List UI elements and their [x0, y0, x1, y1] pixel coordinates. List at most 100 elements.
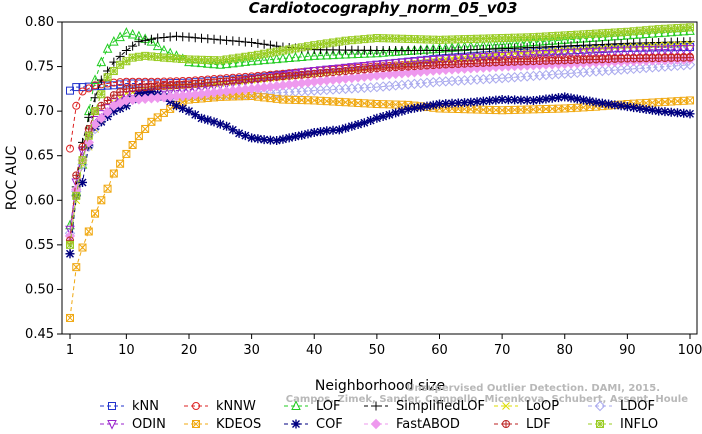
legend-label-simplifiedlof: SimplifiedLOF [396, 399, 485, 414]
legend-item-kdeos: KDEOS [184, 417, 261, 432]
data-point-simplifiedlof [234, 36, 244, 46]
data-point-odin [628, 46, 639, 56]
data-point-cof [453, 98, 463, 108]
data-point-inflo [272, 47, 281, 56]
data-point-inflo [141, 51, 150, 60]
data-point-fastabod [83, 137, 94, 148]
data-point-cof [585, 96, 595, 106]
data-point-simplifiedlof [134, 37, 144, 47]
data-point-cof [597, 98, 607, 108]
data-point-inflo [297, 43, 306, 52]
data-point-inflo [103, 73, 112, 82]
data-point-cof [353, 120, 363, 130]
legend-marker-odin [107, 420, 117, 430]
data-point-kdeos [91, 209, 100, 218]
data-point-cof [215, 119, 225, 129]
legend-label-lof: LOF [316, 399, 341, 414]
legend-marker-knnw [192, 402, 200, 410]
data-point-odin [647, 45, 658, 56]
data-point-cof [184, 106, 194, 116]
data-point-lof [353, 48, 363, 59]
legend-item-cof: COF [284, 417, 343, 432]
data-point-cof [378, 111, 388, 121]
data-point-lof [340, 48, 351, 59]
data-point-cof [685, 109, 695, 119]
data-point-ldf [72, 171, 81, 180]
data-point-inflo [241, 52, 250, 61]
data-point-cof [140, 87, 150, 97]
data-point-ldf [116, 87, 125, 96]
data-point-simplifiedlof [209, 34, 219, 44]
legend-label-kdeos: KDEOS [216, 417, 261, 432]
data-point-odin [453, 54, 464, 64]
data-point-cof [497, 95, 507, 105]
data-point-lof [271, 53, 282, 64]
data-point-knnw [116, 78, 125, 87]
legend-item-inflo: INFLO [588, 417, 658, 432]
data-point-inflo [78, 156, 87, 165]
data-point-cof [460, 98, 470, 108]
legend-item-ldf: LDF [494, 417, 551, 432]
data-point-lof [347, 48, 357, 59]
data-point-inflo [316, 40, 325, 49]
data-point-inflo [686, 23, 694, 32]
data-point-ldof [684, 59, 696, 70]
data-point-inflo [247, 51, 256, 60]
data-point-cof [528, 95, 538, 105]
data-point-ldf [341, 67, 350, 76]
data-point-cof [247, 133, 257, 143]
data-point-lof [378, 47, 388, 57]
data-point-cof [322, 126, 332, 136]
data-point-cof [522, 95, 532, 105]
data-point-kdeos [103, 184, 112, 193]
data-point-cof [572, 94, 582, 104]
data-point-lof [390, 46, 401, 56]
data-point-inflo [216, 56, 225, 65]
data-point-odin [566, 48, 576, 59]
data-point-cof [309, 128, 319, 138]
data-point-inflo [91, 107, 100, 116]
data-point-odin [534, 50, 545, 60]
legend-label-fastabod: FastABOD [396, 417, 460, 432]
x-axis-label: Neighborhood size [315, 378, 445, 394]
legend-item-lof: LOF [284, 399, 341, 414]
data-point-lof [253, 55, 263, 65]
data-point-cof [265, 135, 275, 145]
data-point-inflo [66, 240, 74, 249]
data-point-inflo [629, 27, 638, 36]
data-point-cof [641, 104, 651, 114]
x-tick-label: 50 [369, 343, 386, 358]
data-point-odin [641, 45, 651, 56]
data-point-cof [566, 93, 576, 103]
data-point-odin [603, 47, 614, 57]
data-point-lof [309, 50, 320, 60]
data-point-simplifiedlof [121, 46, 131, 56]
y-tick-label: 0.50 [25, 282, 54, 297]
legend-marker-fastabod [370, 418, 382, 430]
data-point-cof [553, 93, 563, 103]
data-point-cof [610, 100, 620, 110]
series-inflo [66, 23, 694, 249]
data-point-inflo [291, 44, 300, 53]
data-point-kdeos [66, 313, 74, 322]
data-point-lof [196, 57, 207, 68]
data-point-odin [509, 51, 520, 61]
data-point-simplifiedlof [240, 37, 250, 47]
data-point-ldf [366, 64, 375, 73]
data-point-cof [328, 125, 338, 135]
data-point-simplifiedlof [265, 40, 275, 50]
data-point-odin [484, 52, 495, 63]
data-point-cof [647, 105, 657, 115]
data-point-cof [316, 127, 326, 137]
data-point-inflo [109, 67, 118, 76]
data-point-cof [672, 108, 682, 118]
x-tick-label: 70 [494, 343, 511, 358]
data-point-cof [78, 177, 88, 187]
data-point-cof [372, 113, 382, 123]
data-point-cof [391, 108, 401, 118]
data-point-odin [522, 50, 532, 61]
data-point-ldf [128, 84, 137, 93]
data-point-cof [290, 132, 300, 142]
data-point-loop [661, 41, 669, 50]
data-point-odin [653, 45, 664, 56]
